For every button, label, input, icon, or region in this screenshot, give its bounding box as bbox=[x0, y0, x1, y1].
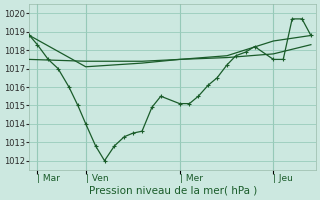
X-axis label: Pression niveau de la mer( hPa ): Pression niveau de la mer( hPa ) bbox=[89, 186, 257, 196]
